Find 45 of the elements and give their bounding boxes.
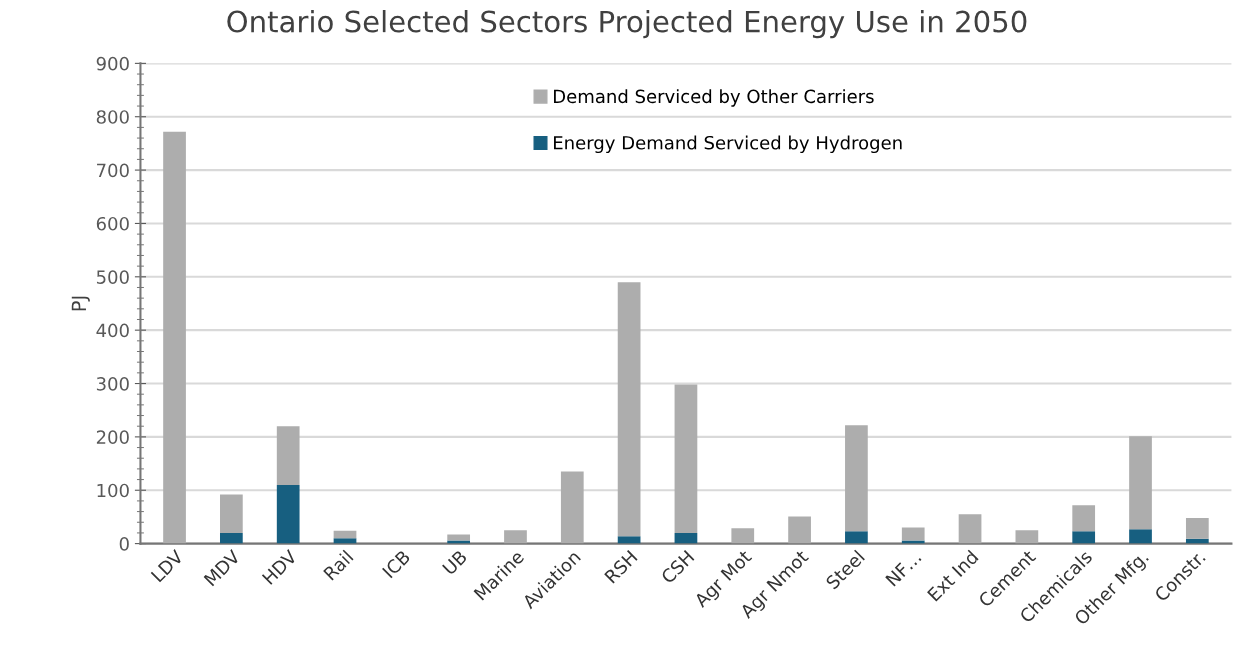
y-tick-label: 0 (119, 537, 129, 551)
bar (731, 528, 755, 544)
bar (845, 531, 868, 544)
x-tick-label: ICB (381, 549, 411, 579)
bar (1015, 530, 1039, 544)
x-tick-label: NF… (885, 550, 922, 587)
legend-label: Energy Demand Serviced by Hydrogen (554, 135, 902, 154)
bar (504, 530, 527, 544)
bar (845, 425, 868, 532)
bar (276, 426, 300, 485)
bar (163, 131, 186, 544)
bar (560, 471, 584, 544)
y-tick-label: 600 (96, 216, 129, 231)
bar (788, 516, 811, 544)
x-tick-label: Ext Ind (926, 549, 979, 602)
y-tick-label: 700 (97, 163, 129, 178)
bar (333, 530, 357, 539)
bar (333, 538, 357, 544)
bar (1185, 517, 1209, 539)
bar (958, 514, 982, 544)
bar (447, 540, 471, 544)
bar (1129, 436, 1152, 530)
bar (674, 384, 698, 533)
bar (674, 532, 698, 544)
bar (901, 527, 925, 541)
bar (1072, 531, 1096, 544)
bar (220, 532, 243, 544)
chart-title: Ontario Selected Sectors Projected Energy Use in 2050 (227, 10, 1027, 39)
bar (276, 484, 300, 544)
bar (1072, 505, 1096, 532)
bar (220, 494, 243, 533)
bar (901, 540, 925, 544)
y-axis-title: PJ (71, 296, 90, 311)
y-tick-label: 200 (96, 430, 129, 444)
bar (617, 282, 641, 537)
x-tick-label: UB (442, 549, 468, 576)
y-tick-label: 800 (96, 110, 129, 124)
y-tick-label: 900 (96, 56, 129, 71)
y-tick-label: 300 (96, 376, 129, 391)
bar (1129, 529, 1152, 544)
y-tick-label: 100 (97, 483, 129, 498)
legend-label: Demand Serviced by Other Carriers (554, 89, 874, 107)
y-tick-label: 500 (96, 270, 129, 284)
bar (617, 536, 641, 544)
y-tick-label: 400 (96, 323, 129, 338)
